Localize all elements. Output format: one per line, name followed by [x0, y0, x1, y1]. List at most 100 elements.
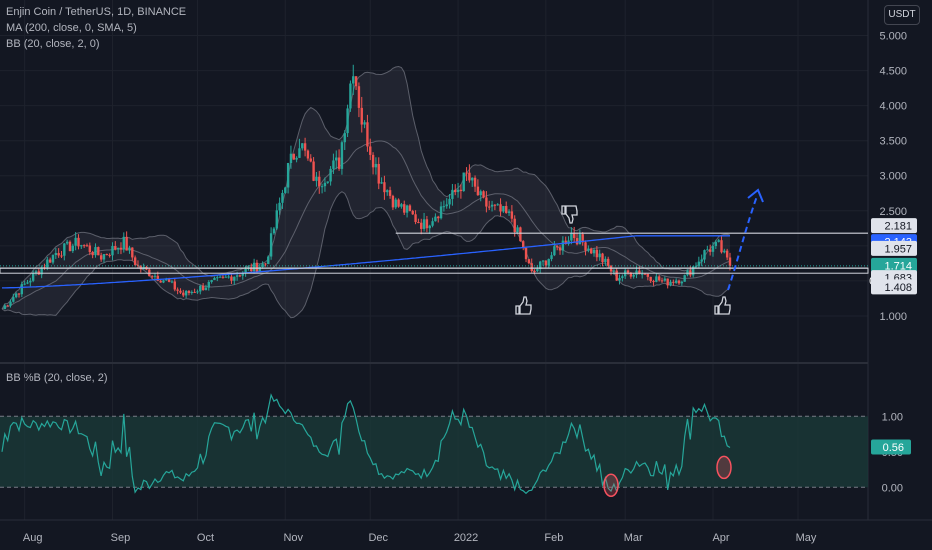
candle-body — [354, 76, 358, 87]
candle — [674, 278, 678, 284]
bb-legend[interactable]: BB (20, close, 2, 0) — [6, 38, 100, 50]
candle-body — [655, 276, 658, 282]
candle — [451, 183, 454, 206]
candle — [63, 243, 66, 261]
time-tick-label: Apr — [712, 532, 729, 544]
candle — [292, 153, 295, 160]
candle — [363, 120, 366, 129]
candle — [187, 289, 191, 296]
candle — [182, 289, 185, 298]
candle-body — [111, 246, 114, 256]
candle — [306, 149, 310, 161]
candle — [116, 247, 120, 255]
price-tag-bg — [871, 257, 917, 273]
candle-body — [301, 143, 304, 149]
candle-body — [640, 273, 644, 275]
candle — [204, 284, 208, 291]
candle — [391, 194, 395, 210]
time-tick-label: Feb — [544, 532, 563, 544]
horizontal-levels[interactable] — [0, 232, 869, 274]
candle — [54, 248, 58, 259]
candle — [12, 293, 15, 303]
candle — [657, 275, 661, 282]
candle — [377, 157, 380, 190]
time-axis[interactable]: Aug Sep Oct Nov Dec 2022 Feb Mar Apr May — [23, 532, 817, 544]
candle — [57, 248, 60, 258]
candle — [672, 279, 675, 286]
candle-body — [714, 241, 718, 247]
candle — [493, 204, 497, 211]
candle-body — [425, 219, 429, 229]
candle — [652, 279, 655, 286]
annotations — [515, 188, 764, 315]
candle — [640, 270, 644, 279]
candle — [606, 256, 610, 269]
ma-legend[interactable]: MA (200, close, 0, SMA, 5) — [6, 22, 137, 34]
candle-body — [91, 252, 94, 256]
candle-body — [289, 153, 293, 163]
candle — [289, 145, 293, 169]
candle-body — [646, 273, 650, 277]
candle-body — [601, 253, 604, 263]
support-zone — [0, 267, 869, 274]
candle — [111, 242, 114, 261]
candle-body — [23, 283, 26, 285]
candle-body — [235, 275, 239, 277]
candle-body — [250, 267, 253, 272]
candle — [309, 154, 312, 163]
candle — [720, 235, 723, 254]
candle-body — [128, 247, 131, 251]
candle-body — [31, 273, 35, 281]
candle — [598, 249, 601, 261]
candle-body — [507, 211, 511, 213]
candle-body — [252, 262, 256, 272]
candle-body — [439, 206, 443, 219]
candle-body — [159, 280, 162, 283]
candle — [618, 274, 621, 285]
candle — [360, 96, 363, 133]
thumbs-up-icon — [714, 296, 731, 315]
bbp-value-tag: 0.56 — [871, 439, 911, 455]
candle-body — [437, 216, 440, 219]
candle — [94, 243, 97, 258]
candle-body — [420, 222, 423, 229]
candle — [601, 252, 604, 267]
candle — [473, 175, 477, 192]
price-tick-label: 4.500 — [879, 66, 907, 78]
candle-body — [264, 263, 267, 265]
candle — [609, 264, 613, 276]
candle — [74, 232, 77, 251]
symbol-title[interactable]: Enjin Coin / TetherUS, 1D, BINANCE — [6, 6, 187, 18]
candle — [244, 265, 247, 277]
candle-body — [397, 199, 400, 207]
candle — [105, 253, 109, 256]
candle-body — [284, 187, 287, 193]
currency-button[interactable]: USDT — [884, 5, 920, 25]
candle — [490, 200, 494, 212]
candle — [207, 280, 210, 291]
candle-body — [241, 272, 244, 276]
oscillator-legend: BB %B (20, close, 2) — [6, 370, 108, 386]
candle-body — [663, 278, 667, 281]
candle — [677, 279, 681, 285]
thumb-shape — [714, 296, 731, 315]
candle-body — [99, 255, 103, 260]
candle-body — [286, 162, 290, 188]
bbp-tag-label: 0.56 — [883, 442, 904, 454]
candle-body — [190, 291, 193, 294]
candle-body — [68, 241, 72, 252]
candle-body — [261, 263, 264, 268]
candle-body — [332, 160, 335, 169]
candle — [255, 259, 259, 274]
bbp-legend[interactable]: BB %B (20, close, 2) — [6, 372, 108, 384]
price-tick-label: 1.000 — [879, 311, 907, 323]
candle-body — [703, 250, 706, 260]
candle — [218, 275, 222, 278]
candle-body — [131, 247, 134, 258]
candle-body — [309, 158, 312, 162]
candle-body — [660, 280, 664, 282]
candle-body — [184, 290, 188, 296]
candle-body — [434, 216, 437, 222]
candle-body — [315, 176, 318, 181]
